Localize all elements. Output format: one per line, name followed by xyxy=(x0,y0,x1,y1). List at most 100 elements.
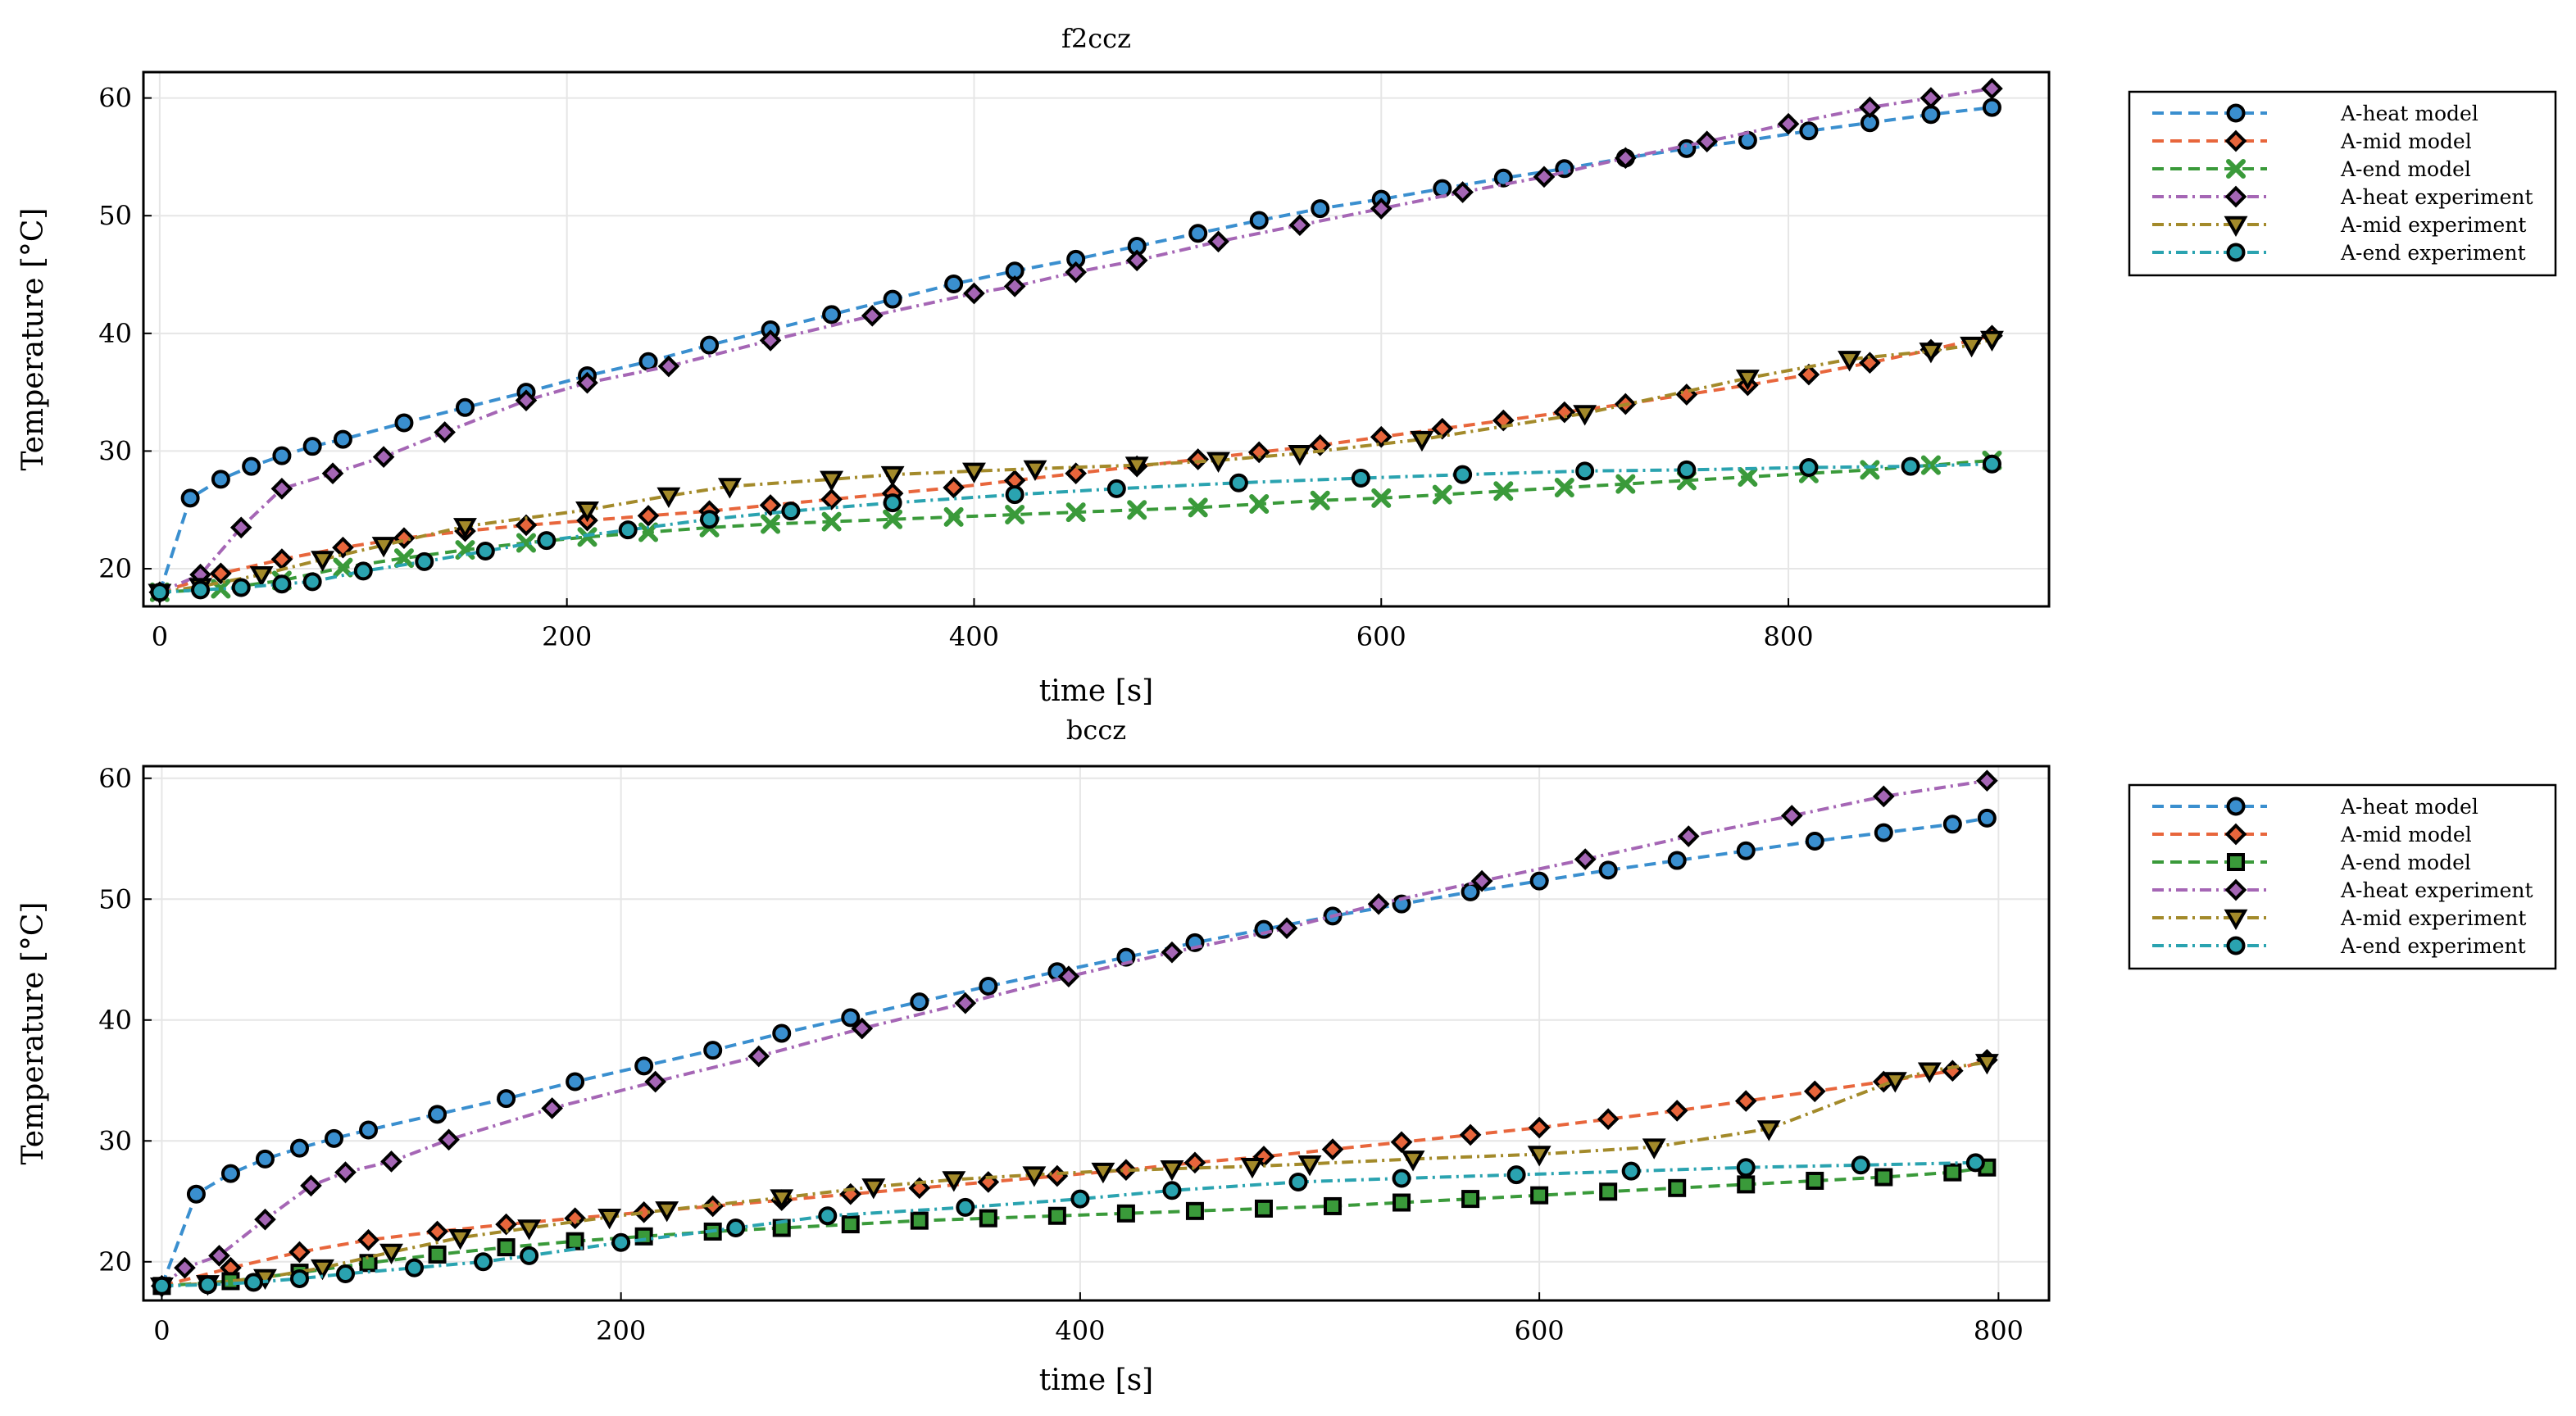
legend-item-a-heat-experiment: A-heat experiment xyxy=(2152,185,2533,209)
data-point-a-end-model xyxy=(910,1211,929,1230)
data-point-a-end-experiment xyxy=(405,1258,425,1278)
legend-label: A-end experiment xyxy=(2340,934,2526,958)
data-point-a-end-model xyxy=(1920,455,1941,475)
data-point-a-mid-experiment xyxy=(942,1171,966,1192)
data-point-a-mid-model xyxy=(637,505,660,527)
data-point-a-mid-experiment xyxy=(1919,343,1943,364)
data-point-a-mid-model xyxy=(1309,433,1332,456)
data-point-a-heat-model xyxy=(638,352,658,371)
legend-label: A-end model xyxy=(2340,157,2471,181)
series-a-end-experiment xyxy=(150,454,2001,602)
data-point-a-end-experiment xyxy=(1070,1189,1090,1209)
y-tick-label: 50 xyxy=(98,200,132,231)
x-tick-label: 800 xyxy=(1764,621,1814,652)
data-point-a-mid-experiment xyxy=(1980,330,2004,352)
legend-marker xyxy=(2224,185,2247,208)
data-point-a-heat-model xyxy=(289,1138,309,1158)
data-point-a-heat-model xyxy=(822,305,842,324)
data-point-a-heat-experiment xyxy=(1677,825,1700,847)
data-point-a-heat-experiment xyxy=(1574,848,1597,870)
legend-item-a-heat-experiment: A-heat experiment xyxy=(2152,878,2533,902)
data-point-a-mid-model xyxy=(1528,1116,1551,1139)
data-point-a-heat-experiment xyxy=(1976,769,1998,792)
data-point-a-heat-model xyxy=(272,446,292,465)
data-point-a-end-experiment xyxy=(302,572,322,592)
data-point-a-mid-experiment xyxy=(379,1243,403,1265)
data-point-a-end-experiment xyxy=(1575,461,1595,481)
data-point-a-heat-model xyxy=(302,437,322,456)
data-point-a-heat-model xyxy=(703,1041,723,1060)
x-tick-label: 400 xyxy=(949,621,999,652)
data-point-a-end-model xyxy=(761,514,781,534)
data-point-a-end-model xyxy=(1254,1199,1273,1218)
x-tick-label: 800 xyxy=(1974,1315,2024,1346)
data-point-a-end-experiment xyxy=(611,1232,631,1252)
data-point-a-mid-experiment xyxy=(1917,1062,1942,1083)
data-point-a-mid-model xyxy=(943,476,965,499)
data-point-a-mid-experiment xyxy=(1756,1120,1781,1141)
data-point-a-end-experiment xyxy=(1453,465,1473,484)
legend-item-a-end-model: A-end model xyxy=(2152,157,2471,181)
legend-marker xyxy=(2227,853,2245,871)
data-point-a-mid-experiment xyxy=(717,478,742,499)
data-point-a-heat-model xyxy=(1249,211,1269,230)
data-point-a-heat-experiment xyxy=(541,1097,563,1119)
data-point-a-heat-experiment xyxy=(1367,892,1390,915)
data-point-a-end-experiment xyxy=(883,493,902,513)
data-point-a-end-experiment xyxy=(1351,468,1370,488)
data-point-a-end-experiment xyxy=(243,1273,263,1292)
legend-label: A-heat model xyxy=(2340,102,2478,125)
data-point-a-heat-experiment xyxy=(657,355,680,378)
data-point-a-end-model xyxy=(333,557,353,578)
x-axis-label: time [s] xyxy=(1039,1364,1153,1397)
data-point-a-end-experiment xyxy=(1288,1172,1308,1191)
data-point-a-mid-model xyxy=(426,1220,448,1243)
data-point-a-mid-experiment xyxy=(962,462,986,483)
data-point-a-heat-model xyxy=(1188,224,1208,243)
series-layer xyxy=(148,77,2004,605)
data-point-a-mid-model xyxy=(210,562,232,585)
data-point-a-end-model xyxy=(1047,1206,1066,1225)
data-point-a-heat-model xyxy=(1874,823,1893,842)
legend-marker xyxy=(2224,909,2248,931)
data-point-a-heat-experiment xyxy=(1452,181,1474,203)
data-point-a-heat-model xyxy=(1392,894,1411,914)
x-tick-label: 0 xyxy=(153,1315,170,1346)
data-point-a-mid-model xyxy=(1321,1138,1344,1160)
legend-item-a-mid-model: A-mid model xyxy=(2152,823,2472,846)
data-point-a-heat-model xyxy=(979,976,998,996)
data-point-a-heat-model xyxy=(255,1149,275,1169)
data-point-a-heat-experiment xyxy=(644,1070,666,1093)
data-point-a-end-experiment xyxy=(700,510,720,529)
data-point-a-mid-model xyxy=(1247,441,1270,464)
series-a-heat-model xyxy=(152,808,1997,1296)
data-point-a-mid-experiment xyxy=(861,1178,886,1200)
data-point-a-end-model xyxy=(1065,502,1086,523)
data-point-a-mid-experiment xyxy=(1022,1166,1047,1187)
data-point-a-end-experiment xyxy=(1901,456,1920,476)
x-tick-label: 200 xyxy=(596,1315,646,1346)
data-point-a-mid-model xyxy=(1370,425,1392,448)
data-point-a-mid-model xyxy=(1115,1159,1138,1182)
y-axis-label: Temperature [°C] xyxy=(16,208,50,471)
data-point-a-end-experiment xyxy=(272,574,292,594)
x-tick-label: 0 xyxy=(152,621,168,652)
legend-item-a-end-experiment: A-end experiment xyxy=(2152,934,2526,958)
series-line-a-end-model xyxy=(161,1165,1988,1288)
data-point-a-heat-model xyxy=(772,1023,792,1043)
data-point-a-heat-model xyxy=(841,1008,861,1028)
data-point-a-mid-experiment xyxy=(1401,1150,1425,1172)
data-point-a-end-model xyxy=(1737,1175,1756,1194)
legend-marker xyxy=(2226,103,2246,123)
data-point-a-heat-model xyxy=(186,1184,206,1204)
plot-frame xyxy=(142,765,2051,1302)
data-point-a-heat-experiment xyxy=(954,992,977,1014)
legend-item-a-end-model: A-end model xyxy=(2152,851,2471,874)
data-point-a-mid-model xyxy=(1184,1151,1206,1174)
data-point-a-heat-model xyxy=(242,456,261,476)
data-point-a-mid-model xyxy=(1065,462,1087,485)
legend-marker xyxy=(2224,823,2247,846)
panel-f2ccz: 0 200 400 600 800 20 30 40 50 60 f2ccz time [s] Temp… xyxy=(16,23,2557,708)
legend-label: A-mid model xyxy=(2340,823,2472,846)
data-point-a-end-experiment xyxy=(1799,458,1819,478)
